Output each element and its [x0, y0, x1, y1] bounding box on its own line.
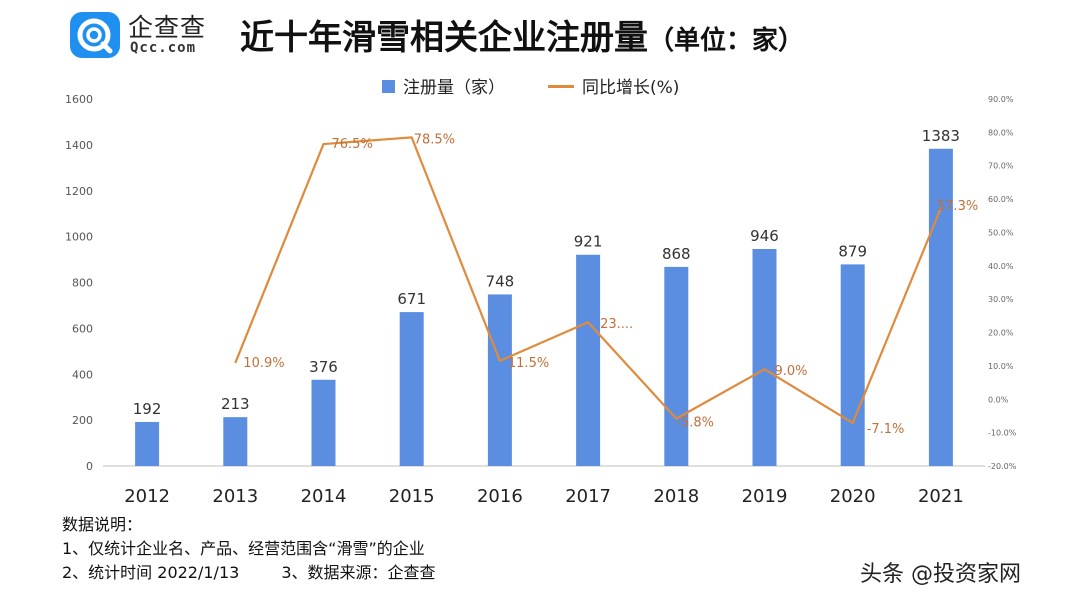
bar	[664, 266, 689, 466]
y-left-tick-label: 400	[72, 368, 93, 381]
growth-value-label: 57.3%	[937, 199, 978, 214]
legend-line-label: 同比增长(%)	[582, 78, 680, 98]
bar	[223, 417, 248, 466]
y-right-tick-label: 20.0%	[988, 329, 1014, 338]
chart-title-unit: （单位：家）	[648, 26, 805, 56]
growth-value-label: 76.5%	[332, 137, 373, 152]
growth-value-label: 78.5%	[414, 132, 455, 147]
y-right-tick-label: 90.0%	[988, 95, 1014, 104]
y-right-tick-label: 60.0%	[988, 195, 1014, 204]
y-left-tick-label: 600	[72, 322, 93, 335]
growth-value-label: 23....	[600, 317, 633, 332]
bar	[135, 421, 160, 466]
bar	[399, 312, 424, 466]
growth-value-label: -7.1%	[867, 422, 905, 437]
legend-bar-label: 注册量（家）	[403, 78, 505, 98]
bar-value-label: 748	[486, 272, 515, 290]
x-tick-label: 2014	[301, 486, 347, 507]
y-left-tick-label: 200	[72, 414, 93, 427]
chart-legend: 注册量（家） 同比增长(%)	[0, 73, 1080, 99]
x-tick-label: 2017	[565, 486, 611, 507]
bar	[840, 264, 865, 466]
x-tick-label: 2012	[124, 486, 170, 507]
brand-domain: Qcc.com	[130, 40, 197, 56]
bar	[752, 249, 777, 466]
x-tick-label: 2019	[742, 486, 788, 507]
bar-value-label: 192	[133, 400, 162, 418]
bar-value-label: 879	[838, 242, 867, 260]
bar	[311, 379, 336, 466]
y-left-tick-label: 1400	[65, 139, 93, 152]
notes-line-3: 3、数据来源：企查查	[281, 563, 436, 582]
x-tick-label: 2015	[389, 486, 435, 507]
notes-heading: 数据说明：	[62, 515, 143, 534]
legend-line-swatch	[548, 84, 574, 88]
bar-value-label: 671	[397, 290, 426, 308]
legend-item-bar: 注册量（家）	[382, 73, 505, 98]
x-tick-label: 2016	[477, 486, 523, 507]
bar-value-label: 946	[750, 227, 779, 245]
y-left-tick-label: 1000	[65, 231, 93, 244]
y-left-tick-label: 800	[72, 277, 93, 290]
bar	[576, 254, 601, 466]
x-tick-label: 2020	[830, 486, 876, 507]
bar-value-label: 213	[221, 395, 250, 413]
bar-value-label: 868	[662, 245, 691, 263]
bar-value-label: 921	[574, 233, 603, 251]
chart-title: 近十年滑雪相关企业注册量（单位：家）	[240, 10, 804, 59]
y-right-tick-label: -20.0%	[988, 462, 1017, 471]
y-right-tick-label: 70.0%	[988, 162, 1014, 171]
notes-line-2: 2、统计时间 2022/1/13	[62, 563, 240, 582]
watermark: 头条 @投资家网	[860, 562, 1021, 587]
legend-bar-swatch	[382, 79, 395, 93]
bar-value-label: 376	[309, 358, 338, 376]
y-left-tick-label: 0	[86, 460, 93, 473]
qcc-logo-icon	[70, 12, 120, 58]
growth-line	[234, 136, 942, 425]
notes-line-1: 1、仅统计企业名、产品、经营范围含“滑雪”的企业	[62, 539, 425, 558]
y-right-tick-label: 80.0%	[988, 128, 1014, 137]
header: 企查查 Qcc.com 近十年滑雪相关企业注册量（单位：家）	[0, 0, 1080, 75]
x-tick-label: 2018	[653, 486, 699, 507]
legend-item-line: 同比增长(%)	[548, 73, 679, 98]
bar	[487, 294, 512, 466]
bar	[928, 148, 953, 467]
brand-name: 企查查	[128, 13, 207, 42]
growth-value-label: -5.8%	[676, 416, 714, 431]
x-tick-label: 2013	[212, 486, 258, 507]
y-right-tick-label: 40.0%	[988, 262, 1014, 271]
growth-value-label: 11.5%	[508, 356, 549, 371]
data-notes: 数据说明： 1、仅统计企业名、产品、经营范围含“滑雪”的企业 2、统计时间 20…	[62, 513, 436, 585]
y-right-tick-label: 30.0%	[988, 295, 1014, 304]
x-tick-label: 2021	[918, 486, 964, 507]
y-left-tick-label: 1200	[65, 185, 93, 198]
growth-value-label: 9.0%	[775, 364, 808, 379]
chart-title-text: 近十年滑雪相关企业注册量	[240, 18, 648, 58]
notes-line-2-row: 2、统计时间 2022/1/13 3、数据来源：企查查	[62, 561, 436, 585]
y-right-tick-label: 0.0%	[988, 395, 1009, 404]
y-left-tick-label: 1600	[65, 93, 93, 106]
growth-value-label: 10.9%	[243, 356, 284, 371]
y-right-tick-label: 10.0%	[988, 362, 1014, 371]
bar-value-label: 1383	[922, 127, 960, 145]
y-right-tick-label: -10.0%	[988, 429, 1017, 438]
y-right-tick-label: 50.0%	[988, 228, 1014, 237]
